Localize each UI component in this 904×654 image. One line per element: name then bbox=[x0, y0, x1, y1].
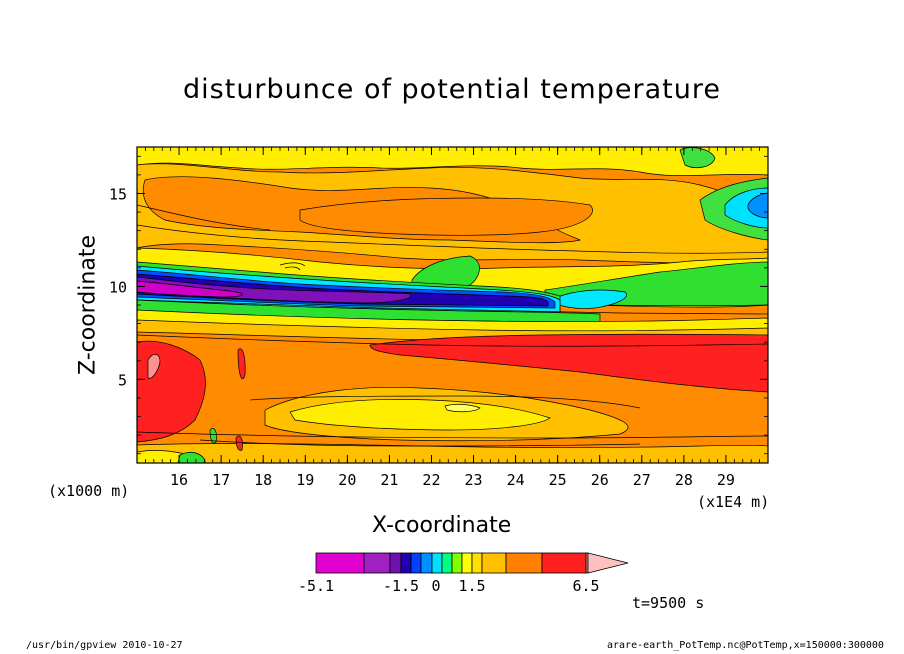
colorbar-segment bbox=[461, 552, 473, 574]
colorbar-label: -5.1 bbox=[298, 577, 334, 595]
y-tick-label: 10 bbox=[109, 278, 127, 296]
colorbar-segment bbox=[420, 552, 433, 574]
colorbar-arrow bbox=[587, 552, 629, 574]
colorbar-label: 6.5 bbox=[572, 577, 599, 595]
x-tick-label: 26 bbox=[591, 471, 609, 489]
field-band-magenta bbox=[137, 280, 243, 298]
x-tick-label: 20 bbox=[338, 471, 356, 489]
field-region-upper-blue bbox=[747, 192, 768, 219]
colorbar-segment bbox=[541, 552, 587, 574]
x-tick-label: 22 bbox=[422, 471, 440, 489]
field-region-upper-green bbox=[679, 147, 716, 168]
x-axis-label: X-coordinate bbox=[372, 513, 512, 538]
field-region-lower-yellow bbox=[289, 398, 551, 431]
colorbar-segment bbox=[389, 552, 402, 574]
colorbar-label: -1.5 bbox=[383, 577, 419, 595]
colorbar-segment bbox=[315, 552, 365, 574]
colorbar-segment bbox=[400, 552, 412, 574]
field-region-bottom-green-2 bbox=[209, 428, 217, 444]
heatmap-field bbox=[137, 147, 768, 463]
x-axis-unit-left: (x1000 m) bbox=[48, 482, 130, 500]
field-region-lower-pink bbox=[147, 353, 161, 379]
y-axis-label: Z-coordinate bbox=[75, 235, 101, 375]
colorbar-label: 1.5 bbox=[458, 577, 485, 595]
field-region-lower-lightyellow bbox=[444, 403, 481, 413]
colorbar-segment bbox=[481, 552, 507, 574]
x-axis-ticks bbox=[136, 147, 769, 463]
colorbar-segment bbox=[441, 552, 453, 574]
x-tick-label: 21 bbox=[380, 471, 398, 489]
field-region-lower-red-right bbox=[369, 333, 768, 393]
footer-right: arare-earth_PotTemp.nc@PotTemp,x=150000:… bbox=[607, 640, 884, 651]
colorbar-segment bbox=[363, 552, 391, 574]
y-axis-ticks bbox=[137, 155, 768, 455]
field-region-bottom-red-2 bbox=[237, 348, 246, 380]
x-tick-label: 16 bbox=[170, 471, 188, 489]
x-tick-label: 28 bbox=[675, 471, 693, 489]
x-tick-label: 25 bbox=[549, 471, 567, 489]
chart-title: disturbunce of potential temperature bbox=[183, 74, 721, 105]
time-label: t=9500 s bbox=[632, 594, 705, 612]
colorbar-label: 0 bbox=[431, 577, 440, 595]
x-tick-label: 29 bbox=[717, 471, 735, 489]
colorbar-labels: -5.1 -1.5 0 1.5 6.5 bbox=[298, 577, 600, 595]
colorbar-segment bbox=[471, 552, 483, 574]
colorbar-segment bbox=[451, 552, 463, 574]
x-axis-tick-labels: 16 17 18 19 20 21 22 23 24 25 26 27 28 29 bbox=[170, 471, 735, 489]
field-region-bottom-red bbox=[235, 435, 243, 451]
x-tick-label: 18 bbox=[254, 471, 272, 489]
x-tick-label: 19 bbox=[296, 471, 314, 489]
y-axis-tick-labels: 5 10 15 bbox=[109, 185, 127, 389]
field-region-bottom-lightorange bbox=[137, 443, 768, 463]
footer-left: /usr/bin/gpview 2010-10-27 bbox=[26, 640, 183, 651]
colorbar-segment bbox=[431, 552, 443, 574]
colorbar bbox=[315, 552, 629, 574]
y-tick-label: 15 bbox=[109, 185, 127, 203]
field-region-mid-cyan bbox=[554, 289, 627, 309]
field-region-upper-orange-2 bbox=[299, 197, 593, 236]
colorbar-segment bbox=[505, 552, 543, 574]
x-tick-label: 27 bbox=[633, 471, 651, 489]
x-tick-label: 17 bbox=[212, 471, 230, 489]
x-axis-unit-right: (x1E4 m) bbox=[697, 493, 770, 511]
field-region-upper-yellow bbox=[137, 147, 768, 177]
x-tick-label: 23 bbox=[465, 471, 483, 489]
x-tick-label: 24 bbox=[507, 471, 525, 489]
y-tick-label: 5 bbox=[118, 371, 127, 389]
colorbar-segment bbox=[410, 552, 422, 574]
